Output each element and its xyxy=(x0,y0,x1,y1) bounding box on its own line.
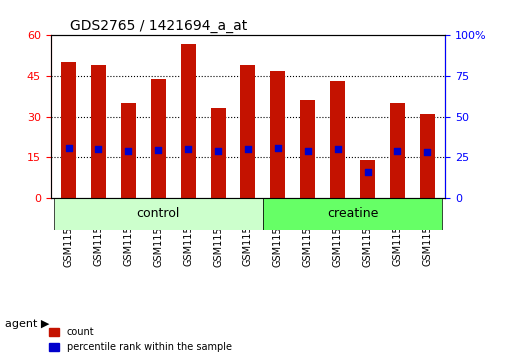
Point xyxy=(333,146,341,152)
Bar xyxy=(121,103,135,198)
Legend: count, percentile rank within the sample: count, percentile rank within the sample xyxy=(45,324,235,354)
Bar xyxy=(210,108,225,198)
Point xyxy=(124,149,132,154)
Bar xyxy=(61,62,76,198)
Bar xyxy=(389,103,404,198)
Bar xyxy=(330,81,344,198)
Bar xyxy=(299,100,315,198)
Point xyxy=(64,145,72,151)
Point xyxy=(214,149,222,154)
FancyBboxPatch shape xyxy=(54,198,263,230)
Point xyxy=(243,146,251,152)
Text: GDS2765 / 1421694_a_at: GDS2765 / 1421694_a_at xyxy=(70,19,247,33)
Point xyxy=(303,148,311,153)
Text: agent ▶: agent ▶ xyxy=(5,319,49,329)
Bar xyxy=(419,114,434,198)
Bar xyxy=(360,160,374,198)
Text: control: control xyxy=(136,207,180,221)
Bar xyxy=(240,65,255,198)
Bar xyxy=(180,44,195,198)
Point xyxy=(363,169,371,175)
Bar xyxy=(91,65,106,198)
Point xyxy=(273,145,281,151)
Bar xyxy=(270,70,285,198)
Point xyxy=(94,146,103,152)
FancyBboxPatch shape xyxy=(263,198,441,230)
Point xyxy=(392,148,400,153)
Bar xyxy=(150,79,166,198)
Text: creatine: creatine xyxy=(326,207,378,221)
Point xyxy=(154,147,162,153)
Point xyxy=(423,149,431,155)
Point xyxy=(184,146,192,152)
